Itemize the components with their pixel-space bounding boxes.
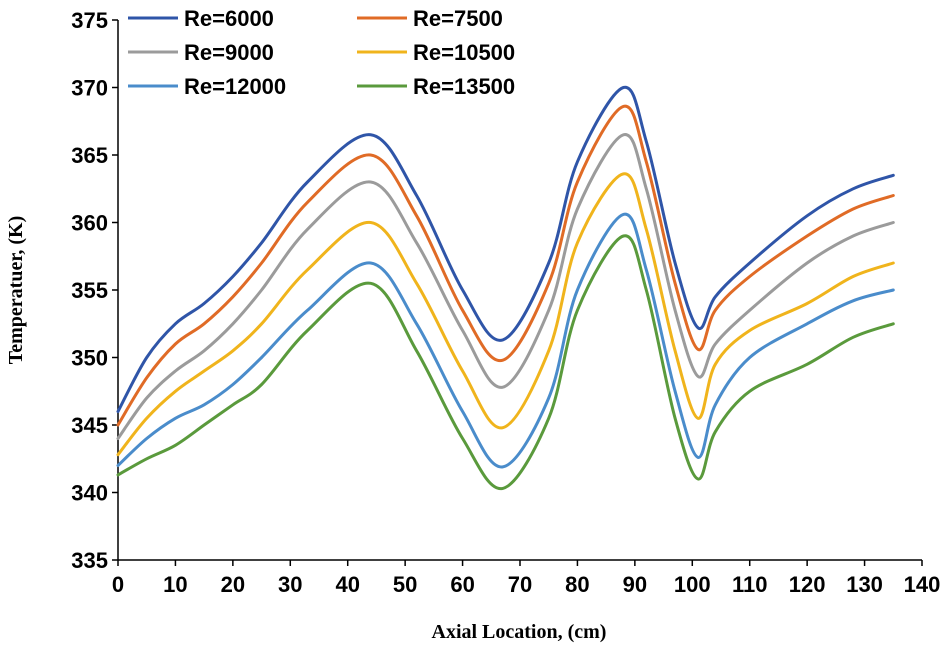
series-line-re-7500 (116, 104, 895, 427)
x-tick-label: 90 (623, 572, 647, 597)
y-tick-label: 360 (71, 211, 108, 236)
y-tick-label: 365 (71, 143, 108, 168)
y-tick-label: 335 (71, 548, 108, 573)
y-axis-title: Temperatuer, (K) (5, 216, 27, 365)
y-tick-label: 345 (71, 413, 108, 438)
series-line-re-12000 (116, 212, 895, 469)
x-tick-label: 120 (789, 572, 826, 597)
x-tick-label: 50 (393, 572, 417, 597)
x-tick-label: 40 (335, 572, 359, 597)
y-tick-label: 375 (71, 8, 108, 33)
x-tick-label: 110 (732, 572, 768, 597)
x-tick-label: 70 (508, 572, 532, 597)
y-tick-label: 340 (71, 481, 108, 506)
x-tick-label: 0 (112, 572, 124, 597)
legend-label-re-10500: Re=10500 (413, 40, 515, 65)
series-line-re-13500 (116, 234, 895, 490)
legend-label-re-13500: Re=13500 (413, 74, 515, 99)
x-tick-label: 100 (674, 572, 711, 597)
series-line-re-6000 (116, 85, 895, 413)
x-tick-label: 80 (565, 572, 589, 597)
y-tick-label: 370 (71, 76, 108, 101)
x-tick-label: 30 (278, 572, 302, 597)
x-tick-label: 60 (450, 572, 474, 597)
x-tick-label: 10 (163, 572, 187, 597)
x-tick-label: 20 (221, 572, 245, 597)
legend-label-re-6000: Re=6000 (184, 6, 274, 31)
x-axis-title: Axial Location, (cm) (432, 621, 607, 643)
y-tick-label: 355 (71, 278, 108, 303)
series-line-re-9000 (116, 133, 895, 440)
x-tick-label: 130 (846, 572, 883, 597)
legend-label-re-7500: Re=7500 (413, 6, 503, 31)
x-tick-label: 140 (904, 572, 941, 597)
y-tick-label: 350 (71, 346, 108, 371)
legend-label-re-12000: Re=12000 (184, 74, 286, 99)
legend-label-re-9000: Re=9000 (184, 40, 274, 65)
series-line-re-10500 (116, 172, 895, 457)
